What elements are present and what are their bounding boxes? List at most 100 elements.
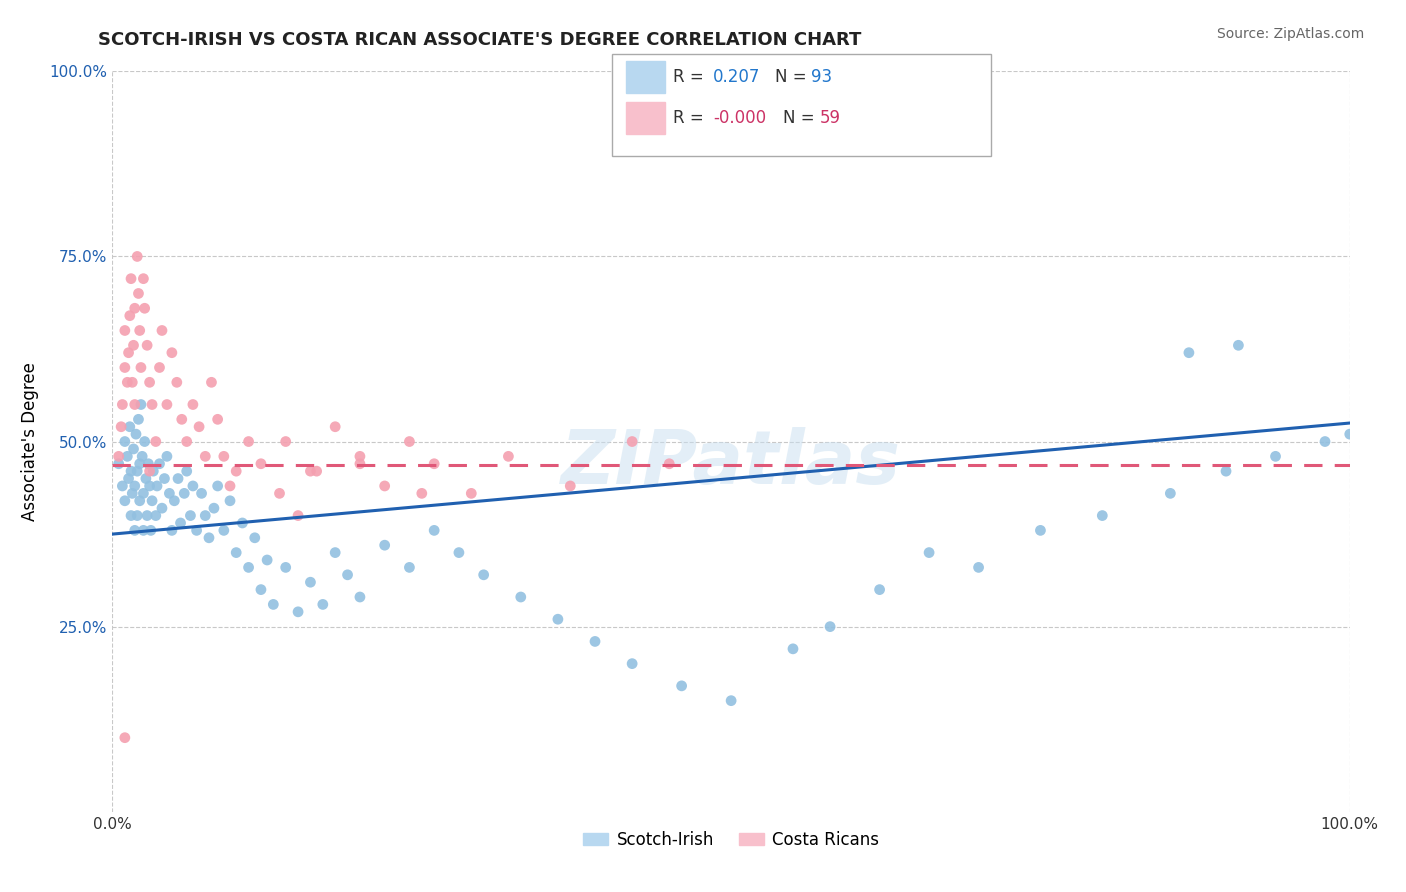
Point (225, 464, 247, 478)
Point (146, 479, 169, 493)
Point (117, 345, 139, 359)
Point (138, 457, 160, 471)
Point (156, 450, 179, 464)
Point (127, 464, 149, 478)
Point (107, 450, 129, 464)
Point (141, 398, 163, 412)
Point (1091, 508, 1114, 523)
Point (374, 479, 396, 493)
Point (269, 486, 291, 500)
Point (274, 434, 297, 449)
Point (299, 464, 322, 478)
Point (153, 471, 176, 485)
Point (121, 376, 143, 390)
Point (176, 434, 198, 449)
Text: 0.207: 0.207 (713, 68, 761, 86)
Point (312, 598, 335, 612)
Point (250, 457, 273, 471)
Point (150, 324, 173, 338)
Point (200, 376, 222, 390)
Point (114, 731, 136, 745)
Point (256, 553, 278, 567)
Point (138, 376, 160, 390)
Point (122, 442, 145, 456)
Point (128, 457, 150, 471)
Point (509, 590, 531, 604)
Point (225, 546, 247, 560)
Point (120, 508, 142, 523)
Point (114, 360, 136, 375)
Point (1339, 427, 1361, 442)
Point (121, 486, 143, 500)
Point (128, 493, 150, 508)
Point (107, 457, 129, 471)
Point (181, 398, 204, 412)
Point (176, 464, 198, 478)
Point (720, 694, 742, 708)
Text: R =: R = (673, 109, 710, 127)
Point (117, 471, 139, 485)
Text: SCOTCH-IRISH VS COSTA RICAN ASSOCIATE'S DEGREE CORRELATION CHART: SCOTCH-IRISH VS COSTA RICAN ASSOCIATE'S … (98, 31, 862, 49)
Point (148, 457, 170, 471)
Point (299, 575, 322, 590)
Y-axis label: Associate's Degree: Associate's Degree (21, 362, 38, 521)
Point (1178, 345, 1201, 359)
Point (671, 679, 693, 693)
Point (127, 250, 149, 264)
Point (117, 376, 139, 390)
Point (114, 324, 136, 338)
Point (212, 450, 235, 464)
Text: 93: 93 (811, 68, 832, 86)
Point (287, 605, 309, 619)
Point (621, 434, 644, 449)
Point (967, 560, 990, 574)
Point (148, 360, 170, 375)
Point (135, 471, 157, 485)
Point (1215, 464, 1237, 478)
Text: ZIPatlas: ZIPatlas (561, 427, 901, 500)
Point (1227, 338, 1250, 352)
Point (150, 501, 173, 516)
Point (120, 464, 142, 478)
Point (918, 546, 941, 560)
Point (349, 590, 371, 604)
Point (138, 464, 160, 478)
Point (141, 493, 163, 508)
Point (124, 479, 146, 493)
Point (262, 598, 284, 612)
Point (114, 493, 136, 508)
Point (163, 493, 186, 508)
Point (287, 508, 309, 523)
Point (134, 301, 156, 316)
Point (398, 434, 420, 449)
Point (124, 301, 146, 316)
Point (134, 434, 156, 449)
Point (194, 508, 217, 523)
Text: -0.000: -0.000 (713, 109, 766, 127)
Point (323, 546, 346, 560)
Point (202, 501, 225, 516)
Point (145, 434, 167, 449)
Point (411, 486, 433, 500)
Point (207, 412, 229, 426)
Point (160, 345, 183, 359)
Point (207, 479, 229, 493)
Point (132, 486, 155, 500)
Text: R =: R = (673, 68, 710, 86)
Point (124, 398, 146, 412)
Point (132, 271, 155, 285)
Point (124, 524, 146, 538)
Point (114, 434, 136, 449)
Point (658, 457, 681, 471)
Point (423, 524, 446, 538)
Point (212, 524, 235, 538)
Point (118, 419, 141, 434)
Point (131, 450, 153, 464)
Point (250, 582, 273, 597)
Point (181, 479, 204, 493)
Point (157, 486, 180, 500)
Point (560, 479, 582, 493)
Point (127, 286, 149, 301)
Point (156, 398, 179, 412)
Point (398, 560, 420, 574)
